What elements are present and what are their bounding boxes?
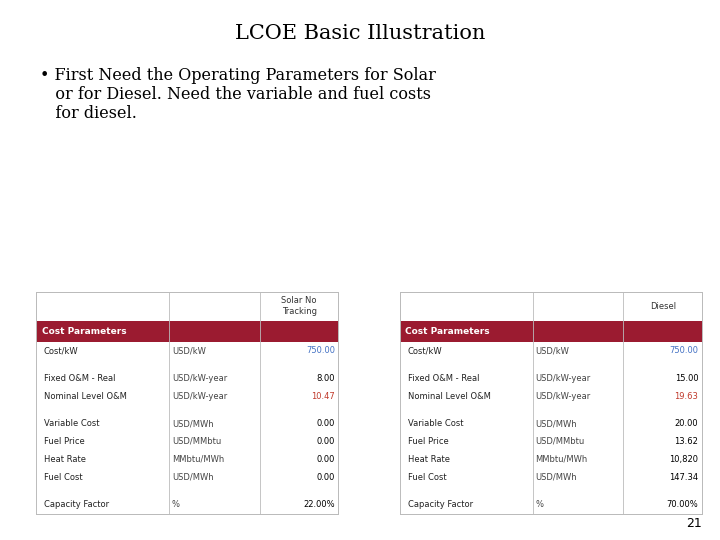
- Text: 15.00: 15.00: [675, 374, 698, 383]
- Text: Heat Rate: Heat Rate: [408, 455, 449, 464]
- Text: MMbtu/MWh: MMbtu/MWh: [172, 455, 224, 464]
- Text: Nominal Level O&M: Nominal Level O&M: [44, 392, 127, 401]
- Text: USD/MMbtu: USD/MMbtu: [536, 437, 585, 446]
- Text: %: %: [172, 500, 180, 509]
- Text: 20.00: 20.00: [675, 419, 698, 428]
- Bar: [36, 415, 338, 433]
- Text: 0.00: 0.00: [316, 472, 335, 482]
- Text: USD/kW: USD/kW: [536, 346, 570, 355]
- Bar: [36, 450, 338, 468]
- Text: LCOE Basic Illustration: LCOE Basic Illustration: [235, 24, 485, 43]
- Text: Diesel: Diesel: [649, 302, 676, 311]
- Bar: [400, 292, 702, 514]
- Text: Cost/kW: Cost/kW: [408, 346, 442, 355]
- Bar: [36, 486, 338, 496]
- Text: Fuel Cost: Fuel Cost: [408, 472, 446, 482]
- Text: Fuel Cost: Fuel Cost: [44, 472, 83, 482]
- Text: Capacity Factor: Capacity Factor: [44, 500, 109, 509]
- Bar: [36, 405, 338, 415]
- Text: Nominal Level O&M: Nominal Level O&M: [408, 392, 490, 401]
- Bar: [36, 468, 338, 486]
- Bar: [36, 369, 338, 387]
- Text: USD/kW-year: USD/kW-year: [172, 374, 228, 383]
- Text: 0.00: 0.00: [316, 437, 335, 446]
- Bar: [36, 321, 338, 342]
- Bar: [400, 415, 702, 433]
- Text: MMbtu/MWh: MMbtu/MWh: [536, 455, 588, 464]
- Text: Fuel Price: Fuel Price: [408, 437, 449, 446]
- Text: 19.63: 19.63: [675, 392, 698, 401]
- Text: USD/MWh: USD/MWh: [172, 419, 214, 428]
- Text: Fixed O&M - Real: Fixed O&M - Real: [44, 374, 115, 383]
- Bar: [400, 360, 702, 369]
- Text: Solar No
Tracking: Solar No Tracking: [282, 296, 317, 316]
- Text: USD/kW-year: USD/kW-year: [536, 392, 591, 401]
- Text: 10.47: 10.47: [311, 392, 335, 401]
- Text: USD/MMbtu: USD/MMbtu: [172, 437, 221, 446]
- Text: Fixed O&M - Real: Fixed O&M - Real: [408, 374, 479, 383]
- Bar: [400, 433, 702, 450]
- Bar: [400, 321, 702, 342]
- Text: Cost/kW: Cost/kW: [44, 346, 78, 355]
- Text: 0.00: 0.00: [316, 419, 335, 428]
- Text: 750.00: 750.00: [306, 346, 335, 355]
- Text: 8.00: 8.00: [316, 374, 335, 383]
- Text: Heat Rate: Heat Rate: [44, 455, 86, 464]
- Text: 147.34: 147.34: [670, 472, 698, 482]
- Text: Variable Cost: Variable Cost: [408, 419, 463, 428]
- Bar: [400, 496, 702, 514]
- Text: 22.00%: 22.00%: [303, 500, 335, 509]
- Bar: [36, 292, 338, 514]
- Text: %: %: [536, 500, 544, 509]
- Bar: [36, 342, 338, 360]
- Text: Fuel Price: Fuel Price: [44, 437, 85, 446]
- Text: Cost Parameters: Cost Parameters: [405, 327, 490, 336]
- Text: USD/kW: USD/kW: [172, 346, 206, 355]
- Text: 21: 21: [686, 517, 702, 530]
- Bar: [36, 360, 338, 369]
- Text: USD/MWh: USD/MWh: [536, 419, 577, 428]
- Text: Capacity Factor: Capacity Factor: [408, 500, 473, 509]
- Text: • First Need the Operating Parameters for Solar: • First Need the Operating Parameters fo…: [40, 68, 436, 84]
- Bar: [36, 387, 338, 405]
- Bar: [400, 468, 702, 486]
- Text: 70.00%: 70.00%: [667, 500, 698, 509]
- Text: for diesel.: for diesel.: [40, 105, 137, 122]
- Bar: [36, 433, 338, 450]
- Bar: [400, 342, 702, 360]
- Text: Variable Cost: Variable Cost: [44, 419, 99, 428]
- Bar: [400, 486, 702, 496]
- Text: 10,820: 10,820: [670, 455, 698, 464]
- Text: 13.62: 13.62: [675, 437, 698, 446]
- Text: 0.00: 0.00: [316, 455, 335, 464]
- Text: Cost Parameters: Cost Parameters: [42, 327, 127, 336]
- Text: USD/MWh: USD/MWh: [172, 472, 214, 482]
- Bar: [400, 450, 702, 468]
- Text: 750.00: 750.00: [670, 346, 698, 355]
- Bar: [400, 369, 702, 387]
- Bar: [400, 405, 702, 415]
- Text: USD/kW-year: USD/kW-year: [172, 392, 228, 401]
- Bar: [36, 496, 338, 514]
- Bar: [400, 387, 702, 405]
- Text: USD/MWh: USD/MWh: [536, 472, 577, 482]
- Text: or for Diesel. Need the variable and fuel costs: or for Diesel. Need the variable and fue…: [40, 86, 431, 103]
- Text: USD/kW-year: USD/kW-year: [536, 374, 591, 383]
